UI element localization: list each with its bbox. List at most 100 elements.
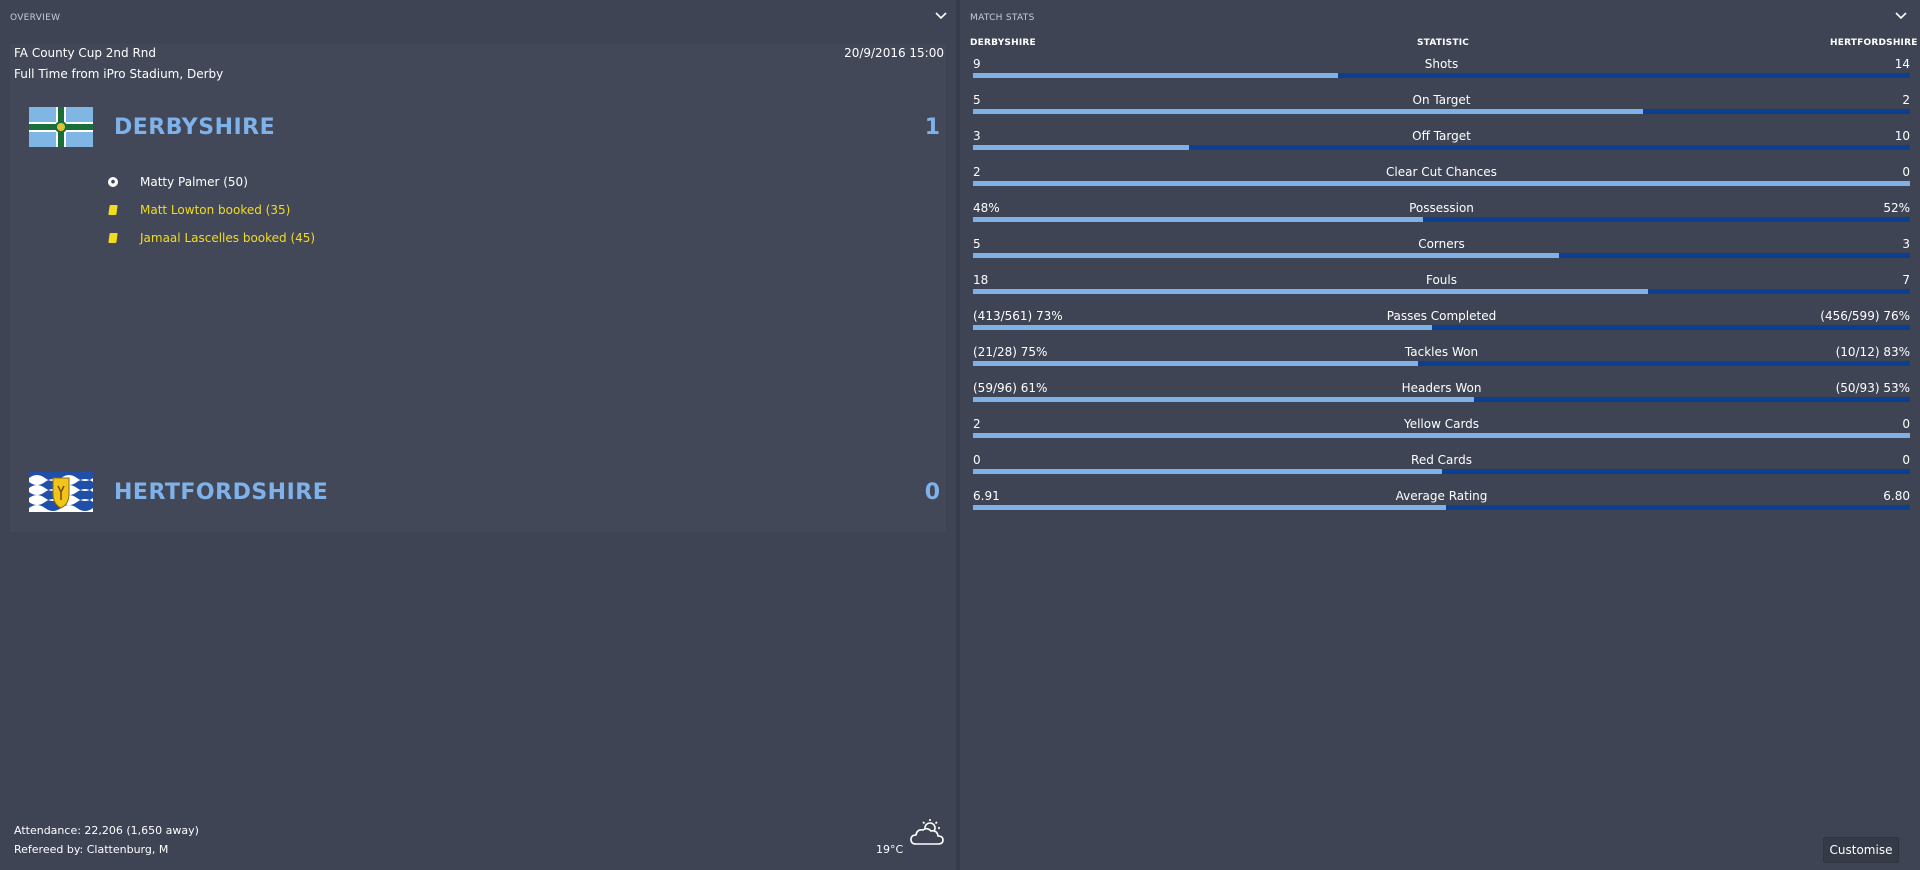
home-team-name[interactable]: DERBYSHIRE (114, 115, 276, 140)
stat-away-value: 6.80 (1883, 489, 1910, 503)
stat-label: Passes Completed (1386, 309, 1497, 323)
hertfordshire-flag (29, 472, 93, 512)
overview-title: OVERVIEW (10, 13, 61, 23)
stat-label: Yellow Cards (1403, 417, 1480, 431)
panel-divider[interactable] (956, 0, 960, 870)
stat-home-value: (413/561) 73% (973, 309, 1063, 323)
stat-home-value: 2 (973, 417, 981, 431)
stat-away-value: (10/12) 83% (1835, 345, 1910, 359)
stat-home-bar-fill (973, 109, 1643, 114)
stat-row[interactable]: (413/561) 73% Passes Completed (456/599) 7… (973, 309, 1910, 345)
stat-home-bar-fill (973, 217, 1423, 222)
attendance-text: Attendance: 22,206 (1,650 away) (14, 824, 199, 837)
chevron-down-icon[interactable] (1894, 9, 1908, 23)
event-yellow-card: Matt Lowton booked (35) (106, 201, 290, 219)
competition-name[interactable]: FA County Cup 2nd Rnd (14, 46, 157, 60)
column-header-statistic: STATISTIC (1417, 38, 1470, 48)
match-summary: FA County Cup 2nd Rnd Full Time from iPr… (10, 44, 946, 532)
stat-row[interactable]: 9 Shots 14 (973, 57, 1910, 93)
referee-text: Refereed by: Clattenburg, M (14, 843, 169, 856)
stat-home-value: 48% (973, 201, 1000, 215)
event-text[interactable]: Matty Palmer (50) (140, 175, 248, 189)
stat-comparison-bar (973, 253, 1910, 258)
stat-away-value: 0 (1902, 165, 1910, 179)
stat-row[interactable]: 0 Red Cards 0 (973, 453, 1910, 489)
stat-home-value: 5 (973, 237, 981, 251)
partly-cloudy-icon (910, 819, 944, 845)
stat-home-value: (59/96) 61% (973, 381, 1048, 395)
stat-label: Off Target (1412, 129, 1471, 143)
stat-home-value: 5 (973, 93, 981, 107)
stat-home-value: 6.91 (973, 489, 1000, 503)
stat-home-bar-fill (973, 289, 1648, 294)
stat-home-bar-fill (973, 253, 1559, 258)
stat-row[interactable]: 5 Corners 3 (973, 237, 1910, 273)
stat-row[interactable]: (21/28) 75% Tackles Won (10/12) 83% (973, 345, 1910, 381)
stat-comparison-bar (973, 109, 1910, 114)
stat-label: On Target (1412, 93, 1471, 107)
match-stats-title: MATCH STATS (970, 13, 1035, 23)
home-team-score: 1 (924, 115, 940, 140)
stat-label: Shots (1424, 57, 1459, 71)
stat-row[interactable]: 18 Fouls 7 (973, 273, 1910, 309)
stat-comparison-bar (973, 73, 1910, 78)
stat-home-value: (21/28) 75% (973, 345, 1048, 359)
stat-row[interactable]: 3 Off Target 10 (973, 129, 1910, 165)
stat-row[interactable]: 2 Yellow Cards 0 (973, 417, 1910, 453)
away-team-name[interactable]: HERTFORDSHIRE (114, 480, 329, 505)
stat-home-value: 0 (973, 453, 981, 467)
stat-away-value: 14 (1894, 57, 1910, 71)
stat-home-bar-fill (973, 433, 1910, 438)
stat-home-bar-fill (973, 181, 1910, 186)
stat-comparison-bar (973, 217, 1910, 222)
stat-home-bar-fill (973, 397, 1474, 402)
chevron-down-icon[interactable] (934, 9, 948, 23)
yellow-card-icon (106, 203, 120, 217)
stat-away-value: 52% (1883, 201, 1910, 215)
stat-away-value: 7 (1902, 273, 1910, 287)
stat-away-value: 2 (1902, 93, 1910, 107)
event-text[interactable]: Matt Lowton booked (35) (140, 203, 291, 217)
stat-row[interactable]: 2 Clear Cut Chances 0 (973, 165, 1910, 201)
customise-button[interactable]: Customise (1823, 837, 1899, 863)
stat-away-value: (50/93) 53% (1835, 381, 1910, 395)
stat-away-value: 3 (1902, 237, 1910, 251)
stat-home-bar-fill (973, 361, 1418, 366)
column-header-home: DERBYSHIRE (970, 38, 1036, 48)
stat-row[interactable]: (59/96) 61% Headers Won (50/93) 53% (973, 381, 1910, 417)
yellow-card-icon (106, 231, 120, 245)
stat-comparison-bar (973, 289, 1910, 294)
stat-label: Tackles Won (1404, 345, 1479, 359)
stat-home-bar-fill (973, 325, 1432, 330)
temperature-text: 19°C (876, 843, 904, 856)
stat-label: Possession (1409, 201, 1474, 215)
stat-comparison-bar (973, 433, 1910, 438)
event-text[interactable]: Jamaal Lascelles booked (45) (140, 231, 316, 245)
stat-home-bar-fill (973, 505, 1446, 510)
stat-away-value: 10 (1894, 129, 1910, 143)
stat-home-bar-fill (973, 73, 1338, 78)
venue-line: Full Time from iPro Stadium, Derby (14, 67, 224, 81)
stat-label: Clear Cut Chances (1386, 165, 1497, 179)
stat-label: Fouls (1425, 273, 1457, 287)
football-icon (106, 175, 120, 189)
match-stats-header: MATCH STATS (960, 0, 1920, 34)
overview-header: OVERVIEW (0, 0, 956, 34)
stat-away-value: (456/599) 76% (1820, 309, 1910, 323)
stat-comparison-bar (973, 361, 1910, 366)
stat-home-value: 2 (973, 165, 981, 179)
stat-row[interactable]: 5 On Target 2 (973, 93, 1910, 129)
stat-home-value: 18 (973, 273, 989, 287)
event-goal: Matty Palmer (50) (106, 173, 248, 191)
stat-away-value: 0 (1902, 417, 1910, 431)
stat-home-value: 3 (973, 129, 981, 143)
stat-row[interactable]: 48% Possession 52% (973, 201, 1910, 237)
away-team-score: 0 (924, 480, 940, 505)
stat-comparison-bar (973, 469, 1910, 474)
column-header-away: HERTFORDSHIRE (1830, 38, 1918, 48)
stat-row[interactable]: 6.91 Average Rating 6.80 (973, 489, 1910, 525)
stat-home-bar-fill (973, 469, 1442, 474)
stat-label: Corners (1418, 237, 1465, 251)
stat-label: Average Rating (1395, 489, 1488, 503)
stat-away-value: 0 (1902, 453, 1910, 467)
